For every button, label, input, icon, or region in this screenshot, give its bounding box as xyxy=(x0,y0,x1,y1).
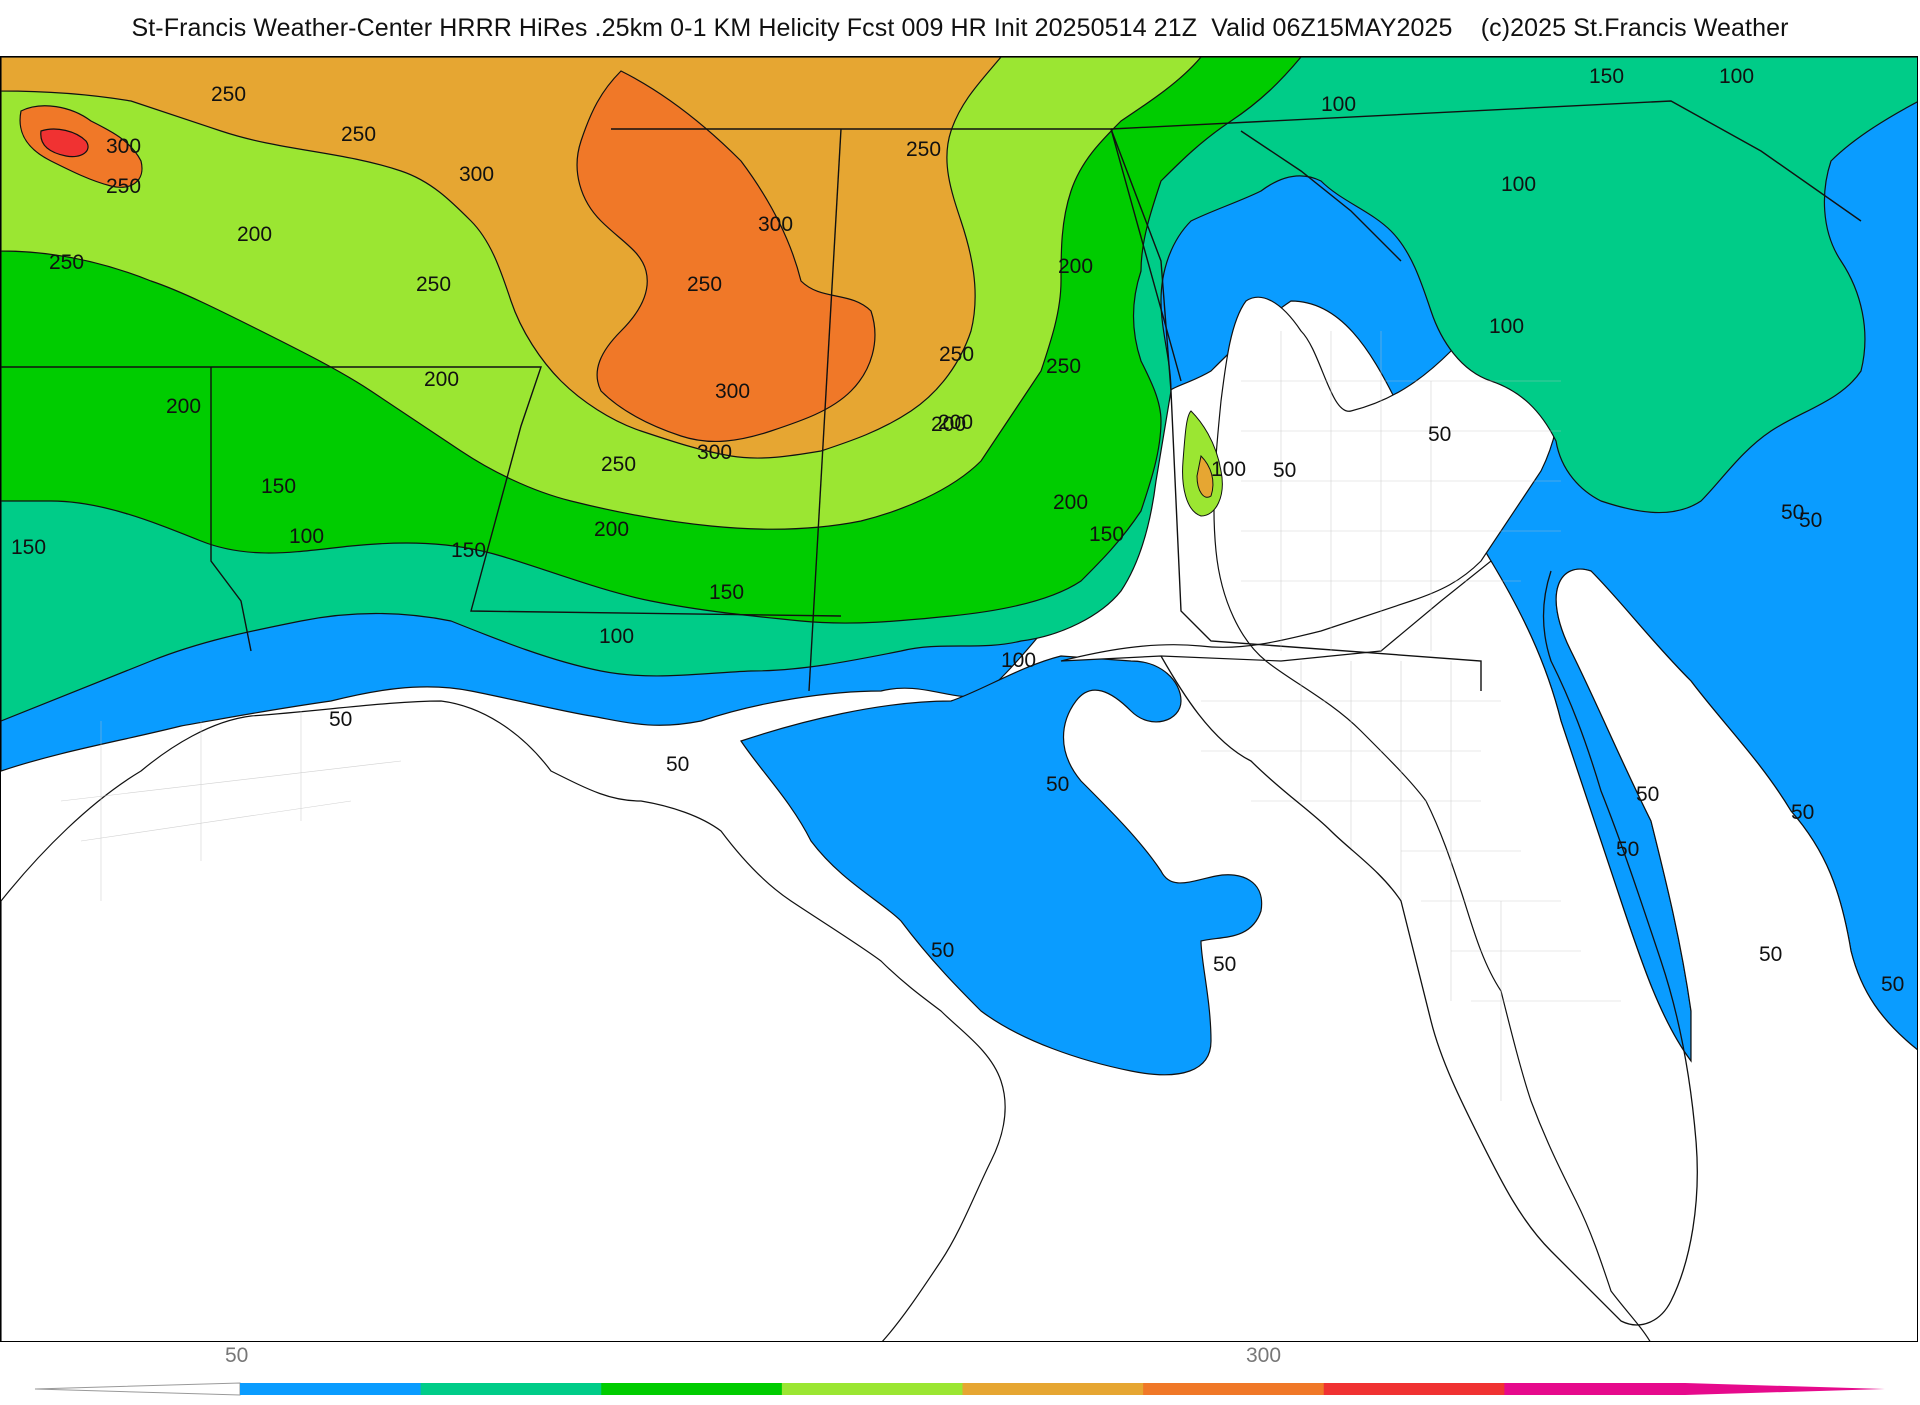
contour-label: 150 xyxy=(1589,65,1624,88)
contour-label: 50 xyxy=(1759,943,1782,966)
contour-label: 50 xyxy=(1881,973,1904,996)
legend-swatch xyxy=(420,1383,602,1395)
contour-label: 50 xyxy=(1273,459,1296,482)
contour-label: 250 xyxy=(341,123,376,146)
contour-label: 250 xyxy=(601,453,636,476)
contour-label: 200 xyxy=(931,413,966,436)
helicity-band-50-gulf xyxy=(740,655,1263,1076)
contour-label: 150 xyxy=(709,581,744,604)
contour-label: 150 xyxy=(11,536,46,559)
helicity-band-350-nw xyxy=(40,128,89,158)
contour-label: 250 xyxy=(211,83,246,106)
legend-colorbar xyxy=(34,1382,1885,1396)
contour-label: 250 xyxy=(687,273,722,296)
contour-label: 300 xyxy=(715,380,750,403)
contour-label: 250 xyxy=(416,273,451,296)
contour-label: 50 xyxy=(931,939,954,962)
helicity-map-svg: 250 300 250 250 300 250 200 250 250 200 … xyxy=(1,57,1917,1341)
contour-label: 300 xyxy=(459,163,494,186)
contour-label: 300 xyxy=(697,441,732,464)
map-title: St-Francis Weather-Center HRRR HiRes .25… xyxy=(131,14,1789,42)
legend-swatch xyxy=(962,1383,1144,1395)
contour-label: 50 xyxy=(1781,501,1804,524)
contour-label: 200 xyxy=(166,395,201,418)
contour-label: 100 xyxy=(1001,649,1036,672)
contour-label: 150 xyxy=(261,475,296,498)
legend-upper-triangle xyxy=(1685,1383,1885,1395)
legend-swatch xyxy=(240,1383,422,1395)
contour-label: 50 xyxy=(1428,423,1451,446)
county-lines xyxy=(60,331,1621,1101)
helicity-band-300 xyxy=(576,70,876,443)
legend-swatch xyxy=(781,1383,963,1395)
contour-label: 200 xyxy=(1058,255,1093,278)
contour-label: 250 xyxy=(906,138,941,161)
helicity-cell-east-core xyxy=(1196,454,1214,498)
color-legend xyxy=(0,1344,1920,1400)
contour-label: 100 xyxy=(1719,65,1754,88)
contour-label: 200 xyxy=(938,411,973,434)
contour-labels: 250 300 250 250 300 250 200 250 250 200 … xyxy=(11,65,1904,996)
legend-swatch xyxy=(601,1383,783,1395)
contour-label: 100 xyxy=(1489,315,1524,338)
state-boundaries xyxy=(1,100,1862,692)
legend-lower-triangle xyxy=(34,1382,241,1396)
contour-label: 100 xyxy=(1501,173,1536,196)
contour-label: 50 xyxy=(1616,838,1639,861)
contour-label: 50 xyxy=(1046,773,1069,796)
contour-label: 50 xyxy=(1213,953,1236,976)
contour-label: 150 xyxy=(451,539,486,562)
florida-coastline xyxy=(1160,570,1698,1326)
contour-label: 300 xyxy=(758,213,793,236)
contour-label: 50 xyxy=(329,708,352,731)
legend-tick-label: 50 xyxy=(225,1344,249,1367)
contour-label: 250 xyxy=(1046,355,1081,378)
contour-label: 100 xyxy=(1321,93,1356,116)
contour-label: 50 xyxy=(1791,801,1814,824)
low-helicity-coast xyxy=(1,700,1006,1341)
legend-swatch xyxy=(1323,1383,1505,1395)
contour-label: 250 xyxy=(106,175,141,198)
contour-label: 50 xyxy=(1799,509,1822,532)
contour-label: 150 xyxy=(1089,523,1124,546)
helicity-map: 250 300 250 250 300 250 200 250 250 200 … xyxy=(0,56,1918,1342)
contour-label: 200 xyxy=(1053,491,1088,514)
contour-label: 200 xyxy=(424,368,459,391)
contour-label: 300 xyxy=(106,135,141,158)
legend-swatch xyxy=(1504,1383,1686,1395)
contour-label: 50 xyxy=(1636,783,1659,806)
legend-tick-label: 300 xyxy=(1246,1344,1282,1367)
contour-label: 200 xyxy=(594,518,629,541)
legend-swatch xyxy=(1143,1383,1325,1395)
contour-label: 100 xyxy=(289,525,324,548)
contour-label: 50 xyxy=(666,753,689,776)
contour-label: 250 xyxy=(49,251,84,274)
contour-label: 200 xyxy=(237,223,272,246)
contour-label: 250 xyxy=(939,343,974,366)
contour-label: 100 xyxy=(1211,458,1246,481)
contour-label: 100 xyxy=(599,625,634,648)
